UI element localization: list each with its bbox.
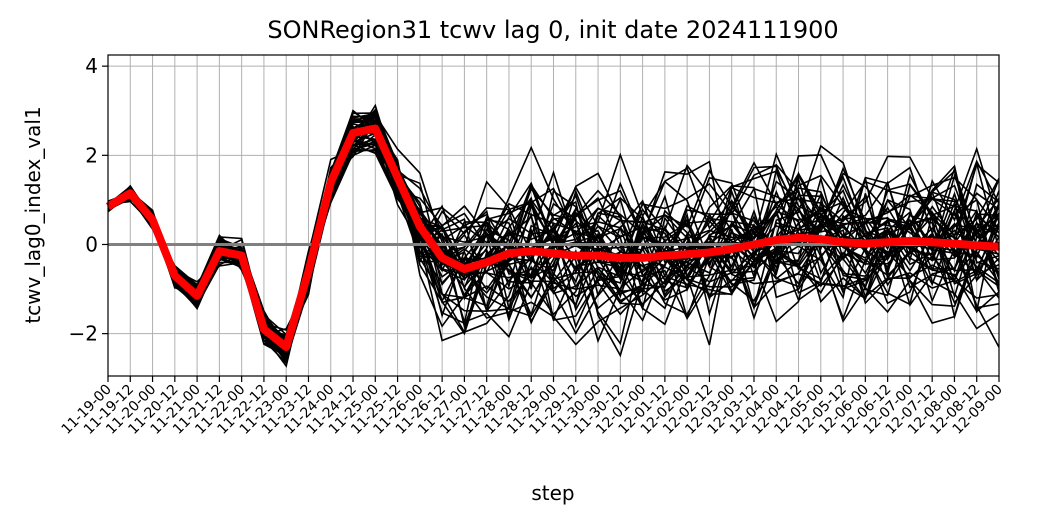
y-tick-label: 4 — [85, 54, 98, 78]
y-tick-label: 2 — [85, 143, 98, 167]
x-axis-label: step — [531, 481, 574, 505]
y-axis-ticks: −2 0 2 4 — [69, 54, 108, 346]
y-axis-label: tcwv_lag0_index_val1 — [21, 106, 45, 323]
ensemble-mean-line — [105, 124, 1000, 351]
x-axis-ticks: 11-19-0011-19-1211-20-0011-20-1211-21-00… — [59, 376, 1006, 438]
y-tick-label: −2 — [69, 322, 98, 346]
mean-line — [105, 124, 1000, 351]
y-tick-label: 0 — [85, 232, 98, 256]
chart-title: SONRegion31 tcwv lag 0, init date 202411… — [267, 16, 838, 44]
